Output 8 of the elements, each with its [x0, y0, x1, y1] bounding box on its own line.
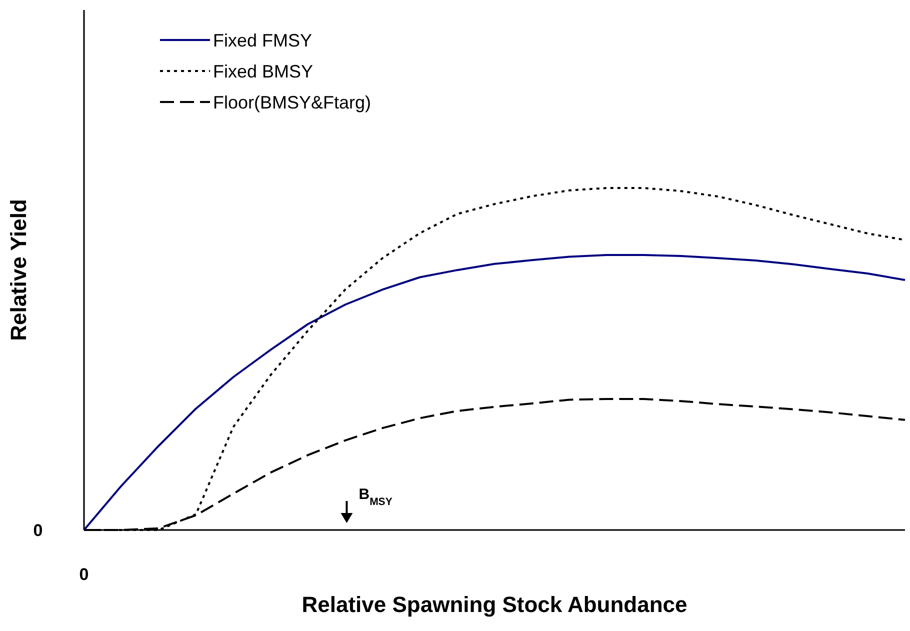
y-axis-title: Relative Yield [6, 199, 31, 341]
legend-label: Fixed BMSY [213, 61, 314, 82]
legend-label: Floor(BMSY&Ftarg) [213, 92, 372, 112]
text: 0 [33, 520, 43, 540]
annotation: B$_{MSY}$ [358, 486, 392, 508]
legend-label: Fixed FMSY [213, 30, 312, 50]
x-axis-title: Relative Spawning Stock Abundance [302, 592, 688, 617]
text: 0 [79, 564, 89, 584]
